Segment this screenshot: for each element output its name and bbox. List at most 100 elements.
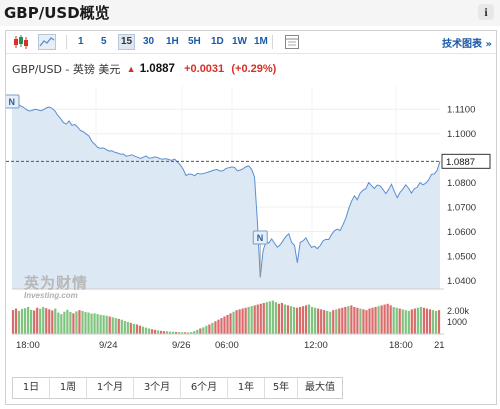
volume-bar xyxy=(129,322,132,334)
volume-bar xyxy=(33,310,36,334)
interval-1h[interactable]: 1H xyxy=(166,36,179,47)
volume-bar xyxy=(138,325,142,334)
news-marker[interactable] xyxy=(6,94,20,109)
up-arrow-icon: ▲ xyxy=(126,64,136,74)
volume-bar xyxy=(144,327,148,334)
volume-bar xyxy=(392,306,395,334)
volume-bar xyxy=(165,331,169,334)
toolbar-divider xyxy=(272,35,273,49)
volume-bar xyxy=(335,309,338,334)
technical-chart-link[interactable]: 技术图表 » xyxy=(442,39,492,50)
volume-bar xyxy=(434,310,438,334)
interval-5h[interactable]: 5H xyxy=(188,36,201,47)
volume-bar xyxy=(75,311,78,334)
volume-bar xyxy=(123,320,126,334)
volume-bar xyxy=(99,314,102,334)
range-button[interactable]: 1年 xyxy=(228,378,265,398)
volume-bar xyxy=(368,308,371,334)
volume-bar xyxy=(374,306,377,334)
interval-1w[interactable]: 1W xyxy=(232,36,247,47)
volume-bar xyxy=(199,328,202,334)
volume-bar xyxy=(150,329,154,334)
volume-bar xyxy=(295,307,299,334)
volume-bar xyxy=(141,326,145,334)
candlestick-icon[interactable] xyxy=(12,34,30,50)
news-marker-label: N xyxy=(257,233,264,243)
volume-bar xyxy=(304,305,308,334)
interval-1d[interactable]: 1D xyxy=(211,36,224,47)
news-marker-label: N xyxy=(9,97,16,107)
volume-bar xyxy=(223,316,226,334)
interval-30[interactable]: 30 xyxy=(143,36,155,47)
volume-bar xyxy=(241,308,244,334)
news-marker[interactable] xyxy=(252,230,268,245)
price-chart[interactable]: 1.0400 1.0500 1.0600 1.0700 1.0800 1.1000 1.11… xyxy=(6,31,496,371)
volume-bar xyxy=(187,332,190,334)
volume-bar xyxy=(422,307,426,334)
volume-bar xyxy=(117,318,120,334)
range-button[interactable]: 5年 xyxy=(265,378,298,398)
volume-bar xyxy=(253,305,256,334)
volume-bar xyxy=(235,310,238,334)
volume-bar xyxy=(45,308,48,334)
grid-settings-icon[interactable] xyxy=(284,34,302,50)
interval-15[interactable]: 15 xyxy=(118,34,136,50)
volume-bar xyxy=(332,310,335,334)
price-tag-box xyxy=(441,153,491,169)
interval-1m[interactable]: 1M xyxy=(254,36,268,47)
area-chart-icon[interactable] xyxy=(38,34,56,50)
volume-bar xyxy=(63,311,66,334)
volume-bar xyxy=(268,301,271,334)
volume-bar xyxy=(36,307,39,334)
info-icon[interactable]: i xyxy=(478,4,494,20)
volume-bar xyxy=(401,309,404,334)
volume-bar xyxy=(413,308,416,334)
range-button[interactable]: 1日 xyxy=(13,378,50,398)
range-button[interactable]: 1个月 xyxy=(87,378,134,398)
volume-bar xyxy=(232,311,235,334)
volume-bar xyxy=(220,318,223,334)
range-button[interactable]: 1周 xyxy=(50,378,87,398)
logo-cn: 英为财情 xyxy=(24,274,89,292)
volume-bar xyxy=(377,306,380,334)
volume-bar xyxy=(301,306,305,334)
volume-bar xyxy=(329,311,332,334)
toolbar-divider xyxy=(66,35,67,49)
volume-bar xyxy=(410,309,413,334)
range-button[interactable]: 6个月 xyxy=(181,378,228,398)
quote-summary: GBP/USD - 英镑 美元 ▲ 1.0887 +0.0031 (+0.29%… xyxy=(12,61,276,77)
volume-bar xyxy=(172,331,175,334)
interval-5[interactable]: 5 xyxy=(101,36,107,47)
volume-bar xyxy=(359,308,362,334)
volume-bar xyxy=(347,306,350,334)
volume-bar xyxy=(283,304,287,334)
volume-bar xyxy=(84,312,87,334)
volume-bar xyxy=(30,309,33,334)
volume-bar xyxy=(244,307,247,334)
volume-bar xyxy=(404,310,407,334)
volume-bar xyxy=(256,304,259,334)
volume-bar xyxy=(57,312,60,334)
volume-bar xyxy=(178,332,181,334)
volume-bar xyxy=(60,314,63,334)
volume-bar xyxy=(250,306,253,334)
volume-bar xyxy=(247,306,250,334)
volume-bar xyxy=(407,310,410,334)
y-tick-label: 1.0700 xyxy=(447,203,476,214)
price-area xyxy=(12,101,440,289)
volume-bar xyxy=(386,303,389,334)
volume-bar xyxy=(105,315,108,334)
volume-bar xyxy=(175,331,178,334)
volume-bar xyxy=(102,315,105,334)
volume-bar xyxy=(20,308,24,334)
volume-bar xyxy=(298,306,302,334)
volume-bar xyxy=(126,321,129,334)
volume-bar xyxy=(286,305,290,334)
volume-bar xyxy=(69,312,72,334)
interval-1[interactable]: 1 xyxy=(78,36,84,47)
volume-bar xyxy=(310,306,314,334)
volume-bar xyxy=(383,304,386,334)
range-button[interactable]: 3个月 xyxy=(134,378,181,398)
range-button[interactable]: 最大值 xyxy=(305,382,335,393)
volume-bar xyxy=(184,332,187,334)
